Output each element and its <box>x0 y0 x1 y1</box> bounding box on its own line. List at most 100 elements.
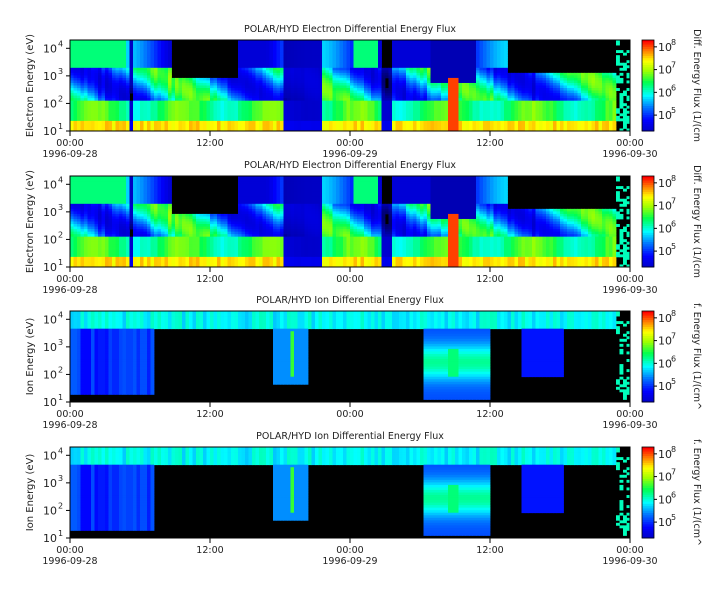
colorbar-tick-label: 10 6 <box>658 219 676 235</box>
colorbar-tick-base: 10 <box>658 222 672 235</box>
y-tick-label: 10 3 <box>43 67 63 83</box>
colorbar-tick-exp: 8 <box>671 309 676 318</box>
y-tick-label: 10 4 <box>43 175 63 191</box>
y-axis-label: Electron Energy (eV) <box>25 34 36 137</box>
x-tick-time: 12:00 <box>476 138 503 149</box>
colorbar-tick-label: 10 8 <box>658 38 676 54</box>
colorbar-tick-label: 10 5 <box>658 377 676 393</box>
x-tick-time: 00:00 <box>56 545 83 556</box>
colorbar-tick-label: 10 8 <box>658 174 676 190</box>
y-tick-exp: 3 <box>58 474 63 483</box>
y-tick-base: 10 <box>43 125 57 138</box>
y-tick-label: 10 4 <box>43 310 63 326</box>
colorbar-tick-label: 10 7 <box>658 197 676 213</box>
y-tick-base: 10 <box>43 233 57 246</box>
heatmap-cells <box>70 176 631 268</box>
colorbar-tick-exp: 6 <box>671 219 676 228</box>
panel-title: POLAR/HYD Ion Differential Energy Flux <box>256 431 444 442</box>
y-tick-label: 10 1 <box>43 258 63 274</box>
x-tick-time: 12:00 <box>196 138 223 149</box>
colorbar-tick-base: 10 <box>658 109 672 122</box>
x-tick-date: 1996-09-29 <box>322 149 377 160</box>
y-tick-base: 10 <box>43 396 57 409</box>
y-tick-base: 10 <box>43 341 57 354</box>
colorbar-tick-label: 10 6 <box>658 354 676 370</box>
x-tick-time: 12:00 <box>196 545 223 556</box>
colorbar-tick-exp: 5 <box>671 106 676 115</box>
y-tick-exp: 3 <box>58 203 63 212</box>
colorbar-label: Diff. Energy Flux (1/(cm <box>691 165 702 278</box>
x-tick-time: 00:00 <box>336 274 363 285</box>
y-tick-label: 10 2 <box>43 501 63 517</box>
colorbar-label: Diff. Energy Flux (1/(cm <box>691 29 702 142</box>
x-tick-time: 00:00 <box>616 545 643 556</box>
x-tick-time: 12:00 <box>476 545 503 556</box>
y-tick-exp: 2 <box>58 365 63 374</box>
x-tick-date: 1996-09-28 <box>42 556 97 567</box>
y-tick-label: 10 3 <box>43 203 63 219</box>
colorbar-label: f. Energy Flux (1/(cm^ <box>691 303 702 410</box>
heatmap-cells <box>70 447 631 536</box>
colorbar-tick-label: 10 7 <box>658 332 676 348</box>
x-tick-date: 1996-09-30 <box>602 420 657 431</box>
x-tick-time: 00:00 <box>56 409 83 420</box>
colorbar-tick-base: 10 <box>658 86 672 99</box>
y-tick-base: 10 <box>43 368 57 381</box>
y-tick-base: 10 <box>43 70 57 83</box>
colorbar-tick-base: 10 <box>658 312 672 325</box>
colorbar-tick-base: 10 <box>658 448 672 461</box>
y-tick-base: 10 <box>43 313 57 326</box>
x-tick-time: 12:00 <box>196 274 223 285</box>
y-tick-label: 10 1 <box>43 122 63 138</box>
y-axis-label: Ion Energy (eV) <box>25 318 36 396</box>
colorbar-tick-exp: 7 <box>671 61 676 70</box>
x-tick-time: 00:00 <box>616 138 643 149</box>
colorbar-label: f. Energy Flux (1/(cm^ <box>691 439 702 546</box>
colorbar-tick-label: 10 5 <box>658 242 676 258</box>
y-tick-exp: 3 <box>58 338 63 347</box>
colorbar-tick-base: 10 <box>658 64 672 77</box>
colorbar-tick-exp: 6 <box>671 354 676 363</box>
x-tick-date: 1996-09-28 <box>42 149 97 160</box>
colorbar-tick-label: 10 8 <box>658 445 676 461</box>
y-tick-label: 10 1 <box>43 393 63 409</box>
colorbar-tick-exp: 7 <box>671 332 676 341</box>
colorbar-tick-base: 10 <box>658 41 672 54</box>
x-tick-time: 00:00 <box>336 545 363 556</box>
y-tick-label: 10 2 <box>43 94 63 110</box>
x-tick-time: 00:00 <box>616 274 643 285</box>
x-tick-date: 1996-09-28 <box>42 420 97 431</box>
x-tick-time: 00:00 <box>336 409 363 420</box>
y-tick-exp: 1 <box>58 393 63 402</box>
panel-title: POLAR/HYD Ion Differential Energy Flux <box>256 295 444 306</box>
y-tick-base: 10 <box>43 261 57 274</box>
x-tick-time: 00:00 <box>56 274 83 285</box>
y-tick-base: 10 <box>43 504 57 517</box>
y-tick-base: 10 <box>43 477 57 490</box>
x-tick-time: 00:00 <box>56 138 83 149</box>
colorbar-tick-base: 10 <box>658 471 672 484</box>
y-tick-base: 10 <box>43 449 57 462</box>
panel-3: POLAR/HYD Ion Differential Energy Flux10… <box>25 295 702 431</box>
y-tick-base: 10 <box>43 97 57 110</box>
y-tick-exp: 1 <box>58 529 63 538</box>
y-axis-label: Electron Energy (eV) <box>25 170 36 273</box>
colorbar-tick-exp: 6 <box>671 490 676 499</box>
y-tick-exp: 2 <box>58 501 63 510</box>
panel-2: POLAR/HYD Electron Differential Energy F… <box>25 160 702 296</box>
x-tick-time: 12:00 <box>476 409 503 420</box>
y-tick-label: 10 3 <box>43 338 63 354</box>
heatmap-cells <box>70 311 631 400</box>
y-tick-exp: 4 <box>58 310 63 319</box>
colorbar-tick-exp: 8 <box>671 174 676 183</box>
colorbar-tick-exp: 6 <box>671 83 676 92</box>
colorbar-tick-label: 10 7 <box>658 468 676 484</box>
colorbar-tick-base: 10 <box>658 200 672 213</box>
colorbar-tick-base: 10 <box>658 245 672 258</box>
colorbar-tick-base: 10 <box>658 516 672 529</box>
